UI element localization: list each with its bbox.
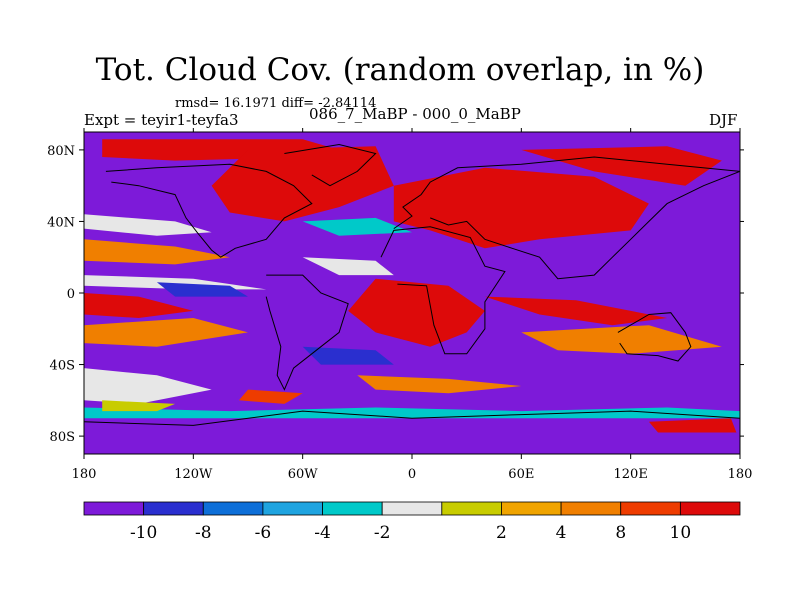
colorbar-label: 10: [670, 523, 692, 543]
stats-label: rmsd= 16.1971 diff= -2.84114: [175, 96, 377, 111]
field-region-south-pacific-high: [84, 293, 194, 318]
colorbar-swatch: [143, 501, 204, 516]
colorbar-swatch: [501, 501, 562, 516]
field-region-antarctic-high: [648, 418, 737, 433]
field-region-south-pacific-white: [84, 368, 212, 404]
colorbar-label: -8: [195, 523, 212, 543]
experiment-label: Expt = teyir1-teyfa3: [84, 111, 239, 129]
field-region-south-atlantic-blue: [302, 346, 394, 365]
colorbar-swatch: [620, 501, 681, 516]
colorbar-label: 8: [615, 523, 626, 543]
x-tick-label: 120W: [174, 467, 213, 482]
colorbar-swatch: [262, 501, 323, 516]
field-region-south-pacific-8: [84, 318, 248, 347]
field-region-eurasia-high: [393, 167, 649, 249]
field-region-southern-ocean-high: [238, 389, 303, 404]
colorbar-swatch: [441, 501, 502, 516]
period-label: 086_7_MaBP - 000_0_MaBP: [309, 105, 521, 123]
map-field: [84, 132, 740, 454]
y-tick-label: 0: [67, 287, 75, 302]
field-region-pacific-band-8: [84, 239, 230, 265]
x-tick-label: 180: [72, 467, 97, 482]
colorbar-swatch: [202, 501, 264, 516]
field-region-south-pacific-yellow: [102, 400, 176, 412]
colorbar: -10 -8 -6 -4 -2 2 4 8 10: [83, 501, 741, 543]
colorbar-label: -10: [130, 523, 157, 543]
colorbar-swatch: [83, 501, 145, 516]
x-tick-label: 120E: [614, 467, 648, 482]
map-ticks: 180 120W 60W 0 60E 120E 180 80N 40N 0 40S 80S: [47, 128, 752, 482]
field-region-southern-cyan: [84, 407, 740, 419]
colorbar-label: -2: [374, 523, 391, 543]
colorbar-label: 2: [496, 523, 507, 543]
greenland-outline: [284, 143, 377, 187]
field-region-atlantic-south-8: [357, 375, 522, 394]
x-tick-label: 60E: [508, 467, 534, 482]
south-america-outline: [265, 274, 349, 391]
field-region-indian-8: [521, 325, 722, 354]
field-region-atlantic-white: [302, 257, 394, 276]
colorbar-label: -6: [255, 523, 272, 543]
x-tick-label: 60W: [288, 467, 319, 482]
coastlines: [84, 143, 740, 426]
colorbar-swatch: [381, 501, 443, 516]
y-tick-label: 80S: [50, 430, 75, 445]
eurasia-outline: [393, 156, 740, 280]
field-region-north-atlantic-high: [211, 146, 394, 222]
y-tick-label: 40N: [47, 215, 75, 230]
x-tick-label: 180: [728, 467, 753, 482]
field-region-north-pacific-white: [84, 214, 212, 236]
field-region-south-america-high: [348, 278, 485, 347]
colorbar-swatch: [560, 501, 622, 516]
field-region-indian-ocean-high: [484, 296, 668, 326]
antarctica-outline: [84, 410, 740, 426]
colorbar-swatch: [322, 501, 383, 516]
y-tick-label: 40S: [50, 359, 75, 374]
australia-outline: [617, 312, 692, 362]
field-region-siberia-high: [521, 146, 722, 186]
north-america-outline: [105, 163, 313, 258]
y-tick-label: 80N: [47, 144, 75, 159]
map-title: Tot. Cloud Cov. (random overlap, in %): [95, 52, 705, 88]
x-tick-label: 0: [408, 467, 416, 482]
colorbar-label: 4: [556, 523, 567, 543]
field-region-north-atlantic-cyan: [302, 217, 412, 236]
africa-outline: [380, 226, 506, 355]
colorbar-label: -4: [314, 523, 331, 543]
season-label: DJF: [709, 111, 738, 129]
field-region-pacific-blue: [156, 282, 248, 297]
colorbar-swatch: [679, 501, 741, 516]
